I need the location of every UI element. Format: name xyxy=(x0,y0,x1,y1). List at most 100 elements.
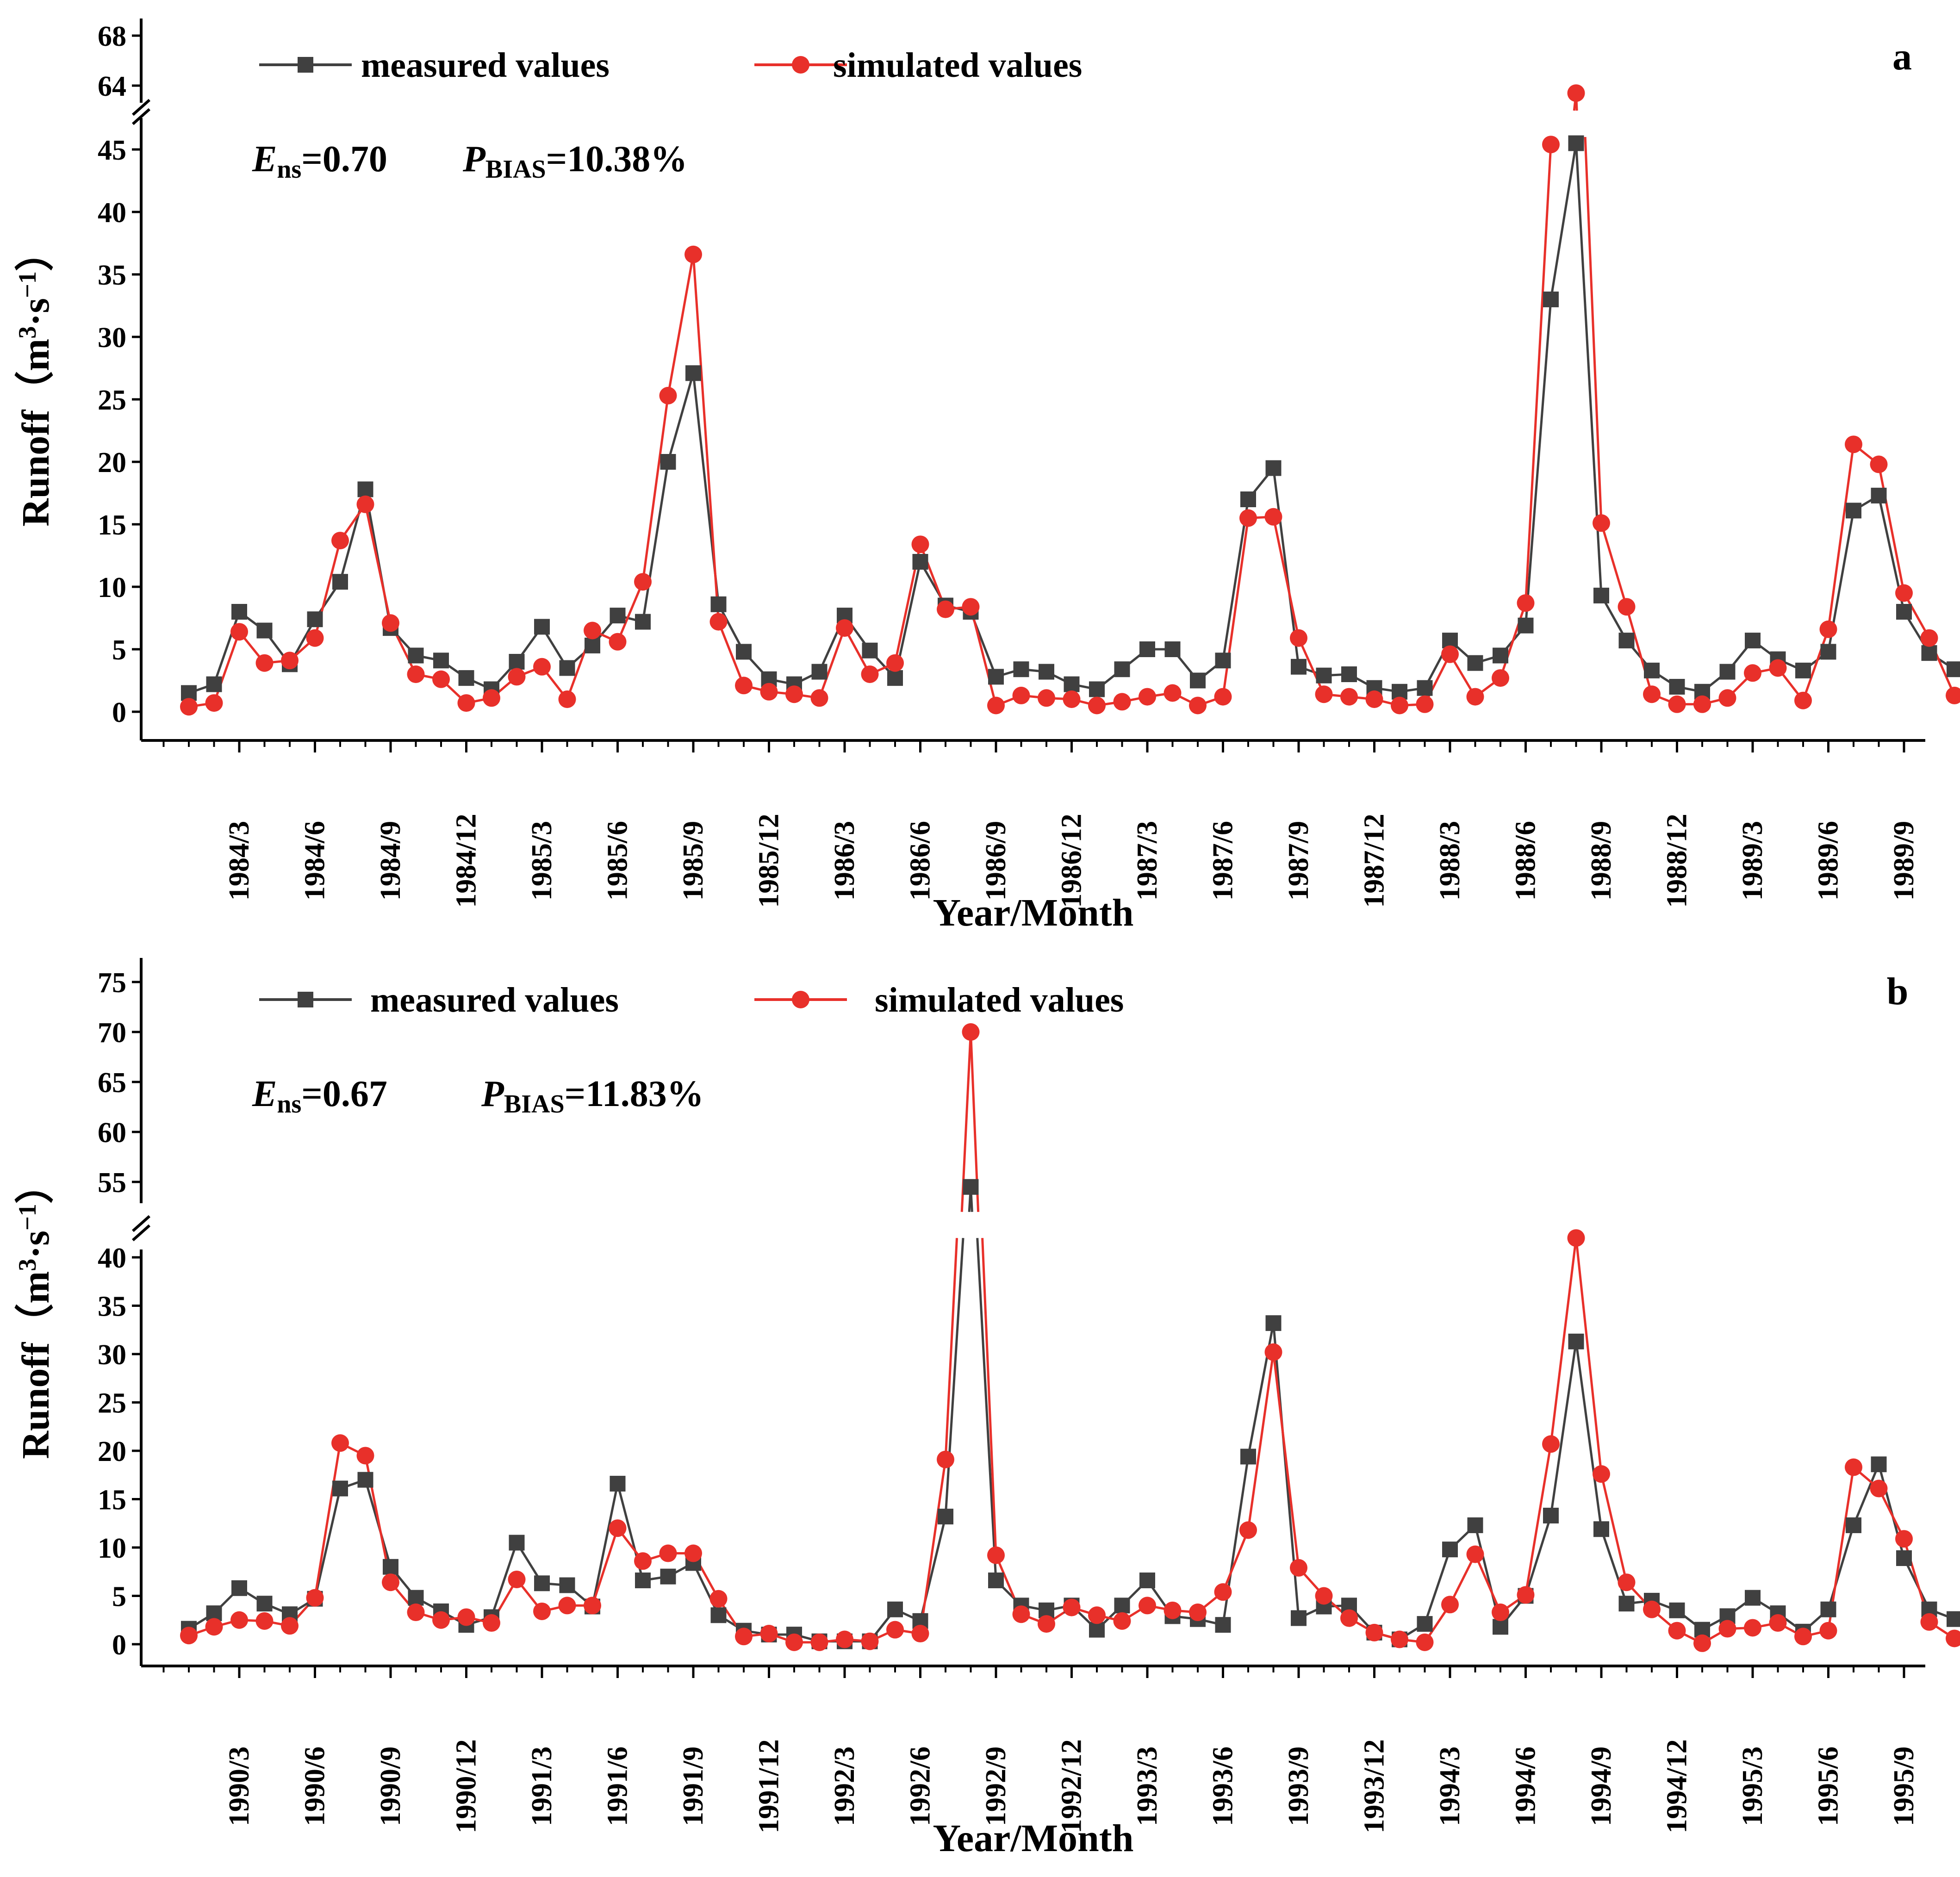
simulated-point xyxy=(1693,1634,1711,1652)
measured-point xyxy=(1846,503,1861,519)
x-tick-label: 1995/9 xyxy=(1888,1746,1920,1826)
measured-line-segment xyxy=(1524,1515,1552,1597)
simulated-point xyxy=(1264,1343,1282,1361)
measured-point xyxy=(963,1179,979,1195)
simulated-point xyxy=(1466,1545,1484,1563)
simulated-line-segment xyxy=(364,504,392,623)
simulated-point xyxy=(1315,1587,1333,1605)
measured-line-segment xyxy=(1424,1549,1451,1624)
simulated-line-segment xyxy=(1524,1443,1552,1595)
measured-point xyxy=(1947,1611,1960,1627)
measured-point xyxy=(231,604,247,620)
measured-point xyxy=(912,554,928,570)
simulated-point xyxy=(331,532,349,550)
panel-label: b xyxy=(1887,970,1909,1013)
simulated-point xyxy=(659,1544,677,1562)
simulated-point xyxy=(508,1570,526,1588)
measured-point xyxy=(1291,1610,1307,1626)
ens-statistic: Ens=0.67 xyxy=(252,1074,387,1119)
pbias-statistic: PBIAS=10.38% xyxy=(462,139,687,184)
measured-point xyxy=(1871,487,1887,503)
simulated-point xyxy=(1668,1622,1686,1640)
simulated-point xyxy=(1946,686,1960,704)
measured-point xyxy=(559,660,575,676)
simulated-point xyxy=(1920,1613,1938,1631)
simulated-line-segment xyxy=(944,1238,958,1460)
measured-line-segment xyxy=(1549,143,1577,300)
simulated-line-segment xyxy=(1499,603,1527,678)
y-axis-title: Runoff（m3·s−1） xyxy=(13,232,57,527)
simulated-point xyxy=(1769,1614,1787,1632)
measured-point xyxy=(635,1572,651,1589)
y-tick-label: 5 xyxy=(112,634,126,666)
measured-line-segment xyxy=(1549,1341,1577,1516)
x-tick-label: 1991/12 xyxy=(753,1739,785,1833)
y-tick-label: 30 xyxy=(98,322,126,354)
x-tick-label: 1987/12 xyxy=(1359,814,1390,907)
simulated-point xyxy=(1542,136,1560,154)
simulated-point xyxy=(1365,1623,1383,1641)
measured-point xyxy=(383,1559,398,1575)
panel-label: a xyxy=(1892,35,1912,78)
measured-point xyxy=(585,637,600,653)
measured-point xyxy=(357,481,373,497)
simulated-point xyxy=(255,1612,274,1630)
measured-line-segment xyxy=(944,1238,964,1517)
simulated-point xyxy=(1088,1606,1106,1624)
simulated-line-segment xyxy=(1827,444,1855,630)
simulated-line-segment xyxy=(1272,1352,1300,1568)
measured-point xyxy=(1493,1619,1508,1635)
measured-point xyxy=(1064,676,1080,692)
simulated-line-segment xyxy=(1802,628,1829,701)
simulated-point xyxy=(1895,584,1913,602)
simulated-point xyxy=(1794,1628,1812,1646)
simulated-point xyxy=(1920,629,1938,647)
x-tick-label: 1992/9 xyxy=(980,1746,1012,1826)
y-tick-label: 15 xyxy=(98,510,126,541)
y-tick-label: 75 xyxy=(98,967,126,999)
simulated-point xyxy=(1340,1609,1358,1627)
simulated-point xyxy=(1819,1622,1837,1640)
x-tick-label: 1987/6 xyxy=(1207,821,1239,901)
simulated-point xyxy=(1340,688,1358,706)
simulated-point xyxy=(684,1544,702,1562)
y-tick-label: 35 xyxy=(98,1291,126,1323)
y-tick-label: 25 xyxy=(98,1388,126,1419)
x-tick-label: 1985/3 xyxy=(526,821,558,901)
measured-point xyxy=(1921,645,1937,661)
simulated-line-segment xyxy=(1878,464,1905,593)
x-tick-label: 1994/9 xyxy=(1586,1746,1617,1826)
measured-point xyxy=(1846,1517,1861,1533)
simulated-line-segment xyxy=(1449,1554,1476,1605)
measured-point xyxy=(635,614,651,630)
measured-point xyxy=(433,653,449,669)
simulated-point xyxy=(1492,669,1509,687)
simulated-point xyxy=(1643,685,1661,703)
measured-point xyxy=(559,1577,575,1593)
simulated-point xyxy=(356,495,374,513)
measured-point xyxy=(1316,667,1332,684)
simulated-point xyxy=(659,386,677,404)
measured-point xyxy=(1215,1617,1231,1633)
y-tick-label: 15 xyxy=(98,1485,126,1516)
measured-line-segment xyxy=(591,1483,619,1607)
measured-point xyxy=(1568,135,1584,151)
simulated-point xyxy=(230,1611,248,1629)
simulated-point xyxy=(432,670,450,688)
measured-point xyxy=(1896,1550,1912,1566)
simulated-point xyxy=(508,668,526,686)
simulated-point xyxy=(1416,1633,1434,1651)
simulated-point xyxy=(1845,435,1862,454)
measured-point xyxy=(231,1580,247,1596)
measured-point xyxy=(1947,661,1960,677)
simulated-point xyxy=(886,654,904,672)
simulated-line-segment xyxy=(1297,637,1325,695)
legend-measured-label: measured values xyxy=(370,981,619,1019)
simulated-point xyxy=(987,1546,1005,1564)
y-tick-label: 20 xyxy=(98,1436,126,1467)
measured-point xyxy=(736,644,752,660)
simulated-line-segment xyxy=(213,631,241,703)
y-axis-title: Runoff（m3·s−1） xyxy=(13,1165,57,1459)
simulated-point xyxy=(180,698,198,716)
legend-measured-marker xyxy=(298,992,313,1007)
